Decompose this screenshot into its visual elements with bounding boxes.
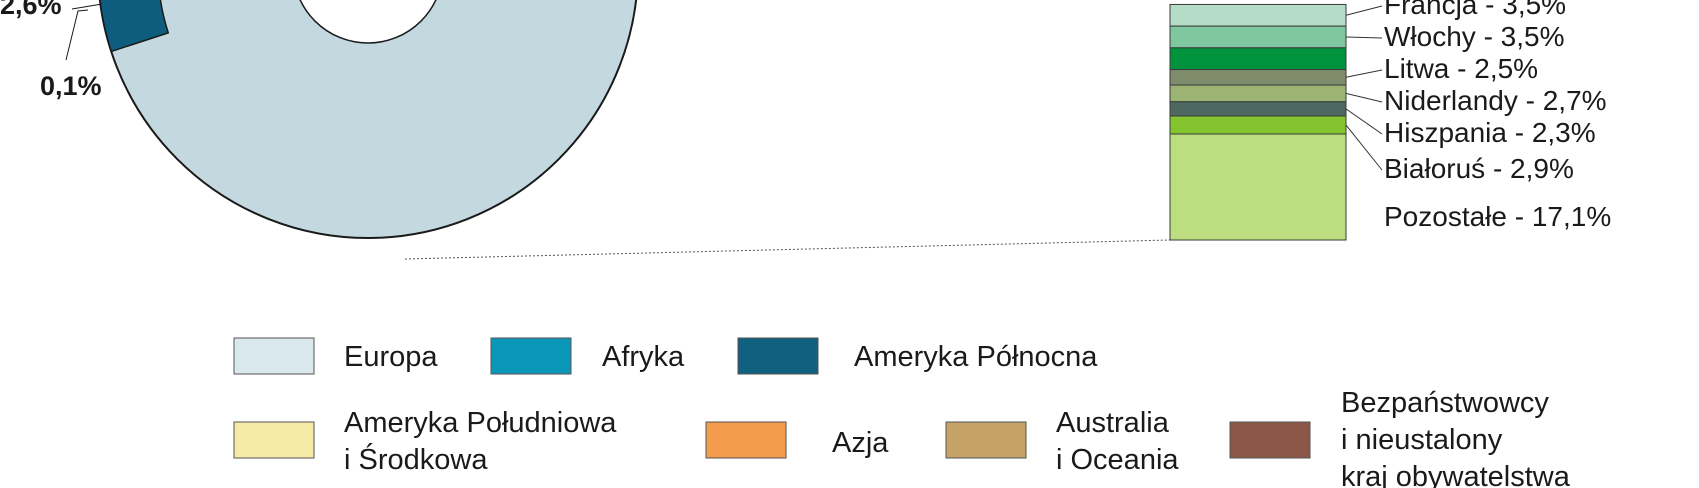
- bar-segment-hiszpania: [1169, 101, 1347, 117]
- bar-labels: Francja - 3,5%Włochy - 3,5%Litwa - 2,5%N…: [1345, 0, 1611, 232]
- legend-label-line: i Środkowa: [344, 442, 488, 476]
- pie-to-bar-connectors: [404, 239, 1171, 260]
- bar-label-leader: [1345, 36, 1383, 39]
- legend-label-line: Ameryka Południowa: [344, 407, 617, 439]
- bar-label-litwa: Litwa - 2,5%: [1384, 53, 1538, 84]
- legend-swatch-australia-i-oceania: [945, 421, 1027, 459]
- bar-label-wlochy: Włochy - 3,5%: [1384, 21, 1565, 52]
- bar-segment-niderlandy: [1169, 84, 1347, 103]
- legend-label-afryka: Afryka: [602, 341, 685, 373]
- slice-label-leader: [65, 9, 89, 61]
- legend-label-line: Afryka: [602, 341, 685, 373]
- bar-segment-francja: [1169, 3, 1347, 27]
- legend-swatch-azja: [705, 421, 787, 459]
- bar-label-niderlandy: Niderlandy - 2,7%: [1384, 85, 1607, 116]
- bar-label-hiszpania: Hiszpania - 2,3%: [1384, 117, 1596, 148]
- legend-label-line: Bezpaństwowcy: [1341, 387, 1549, 419]
- bar-label-leader: [1345, 69, 1383, 78]
- connector-line-bottom: [404, 239, 1171, 260]
- bar-label-francja: Francja - 3,5%: [1384, 0, 1566, 20]
- bar-segment-segment-3: [1169, 47, 1347, 71]
- legend: Europa Afryka Ameryka Północna Ameryka Połu…: [233, 337, 1571, 488]
- bar-label-leader: [1345, 108, 1383, 135]
- pie-chart: 2,6% 0,1%: [0, 0, 638, 239]
- legend-swatch-ameryka-polnocna: [737, 337, 819, 375]
- bar-segment-wlochy: [1169, 25, 1347, 49]
- bar-label-leader: [1345, 124, 1383, 171]
- legend-label-azja: Azja: [832, 427, 889, 459]
- pie-slice-europa: [98, 0, 638, 239]
- legend-label-line: Europa: [344, 341, 438, 373]
- legend-swatch-europa: [233, 337, 315, 375]
- stacked-bar: [1169, 3, 1347, 241]
- legend-label-line: i nieustalony: [1341, 424, 1503, 456]
- slice-label-leader: [71, 3, 103, 10]
- legend-label-line: i Oceania: [1056, 444, 1179, 476]
- legend-label-ameryka-poludniowa-i-srodkowa: Ameryka Południowa i Środkowa: [344, 407, 617, 476]
- legend-label-europa: Europa: [344, 341, 438, 373]
- legend-swatch-afryka: [490, 337, 572, 375]
- legend-label-line: Australia: [1056, 407, 1170, 439]
- pie-center-hole: [299, 0, 437, 44]
- bar-label-pozostale: Pozostałe - 17,1%: [1384, 201, 1611, 232]
- legend-swatch-bezpanstwowcy-i-nieustalony-kraj-obywatelstwa: [1229, 421, 1311, 459]
- bar-label-leader: [1345, 5, 1383, 16]
- bar-label-bialorus: Białoruś - 2,9%: [1384, 153, 1574, 184]
- slice-value-label-1: 2,6%: [0, 0, 62, 20]
- legend-label-line: kraj obywatelstwa: [1341, 461, 1571, 488]
- bar-segment-litwa: [1169, 69, 1347, 86]
- bar-label-leader: [1345, 92, 1383, 103]
- bar-segment-pozostale: [1169, 133, 1347, 241]
- legend-label-line: Azja: [832, 427, 889, 459]
- legend-label-line: Ameryka Północna: [854, 341, 1098, 373]
- slice-value-label-2: 0,1%: [40, 71, 102, 101]
- pie-slice-ameryka-polnocna: [99, 0, 170, 53]
- legend-label-australia-i-oceania: Australia i Oceania: [1056, 407, 1179, 476]
- legend-label-ameryka-polnocna: Ameryka Północna: [854, 341, 1098, 373]
- bar-segment-bialorus: [1169, 115, 1347, 135]
- legend-swatch-ameryka-poludniowa-i-srodkowa: [233, 421, 315, 459]
- legend-label-bezpanstwowcy-i-nieustalony-kraj-obywatelstwa: Bezpaństwowcy i nieustalony kraj obywatels…: [1341, 387, 1571, 488]
